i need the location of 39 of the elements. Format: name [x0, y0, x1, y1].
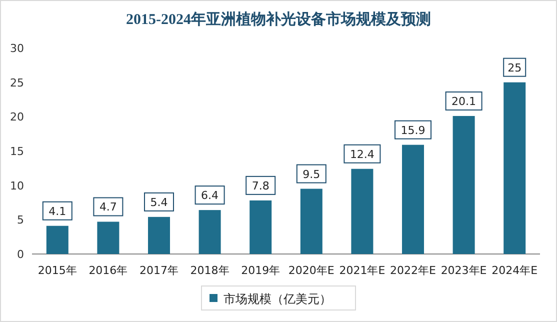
data-label: 6.4: [201, 189, 219, 202]
data-label: 4.1: [48, 204, 66, 218]
bar: [402, 144, 424, 254]
x-tick-label: 2023年E: [440, 264, 487, 277]
y-tick-label: 20: [10, 110, 24, 124]
x-tick-label: 2022年E: [390, 264, 436, 277]
x-tick-label: 2021年E: [339, 264, 386, 277]
y-tick-label: 5: [17, 214, 24, 227]
legend-label: 市场规模（亿美元）: [224, 292, 332, 306]
y-tick-label: 15: [10, 145, 24, 158]
data-label: 5.4: [150, 196, 168, 209]
y-tick-label: 0: [17, 248, 24, 261]
chart-title: 2015-2024年亚洲植物补光设备市场规模及预测: [126, 10, 431, 28]
data-label: 9.5: [302, 168, 320, 181]
y-tick-label: 25: [10, 76, 24, 90]
data-label: 12.4: [350, 148, 374, 161]
bar: [46, 226, 68, 254]
bar: [250, 200, 272, 254]
bar: [148, 216, 170, 254]
y-tick-label: 10: [10, 179, 24, 192]
x-tick-label: 2016年: [88, 264, 128, 277]
x-tick-label: 2018年: [190, 264, 230, 277]
bar: [452, 116, 475, 254]
bar: [198, 210, 221, 254]
data-label: 20.1: [452, 94, 476, 108]
bar: [300, 188, 322, 254]
x-tick-label: 2019年: [241, 264, 280, 277]
data-label: 4.7: [99, 200, 117, 214]
data-label: 7.8: [252, 179, 270, 192]
data-label: 15.9: [400, 124, 426, 137]
y-tick-label: 30: [10, 42, 24, 55]
x-tick-label: 2020年E: [288, 264, 334, 277]
data-label: 25: [508, 61, 522, 74]
x-tick-label: 2024年E: [492, 264, 538, 277]
x-tick-label: 2017年: [140, 264, 178, 277]
x-tick-label: 2015年: [38, 264, 77, 277]
bar: [97, 222, 120, 254]
bar: [504, 82, 526, 254]
bar: [351, 168, 374, 254]
